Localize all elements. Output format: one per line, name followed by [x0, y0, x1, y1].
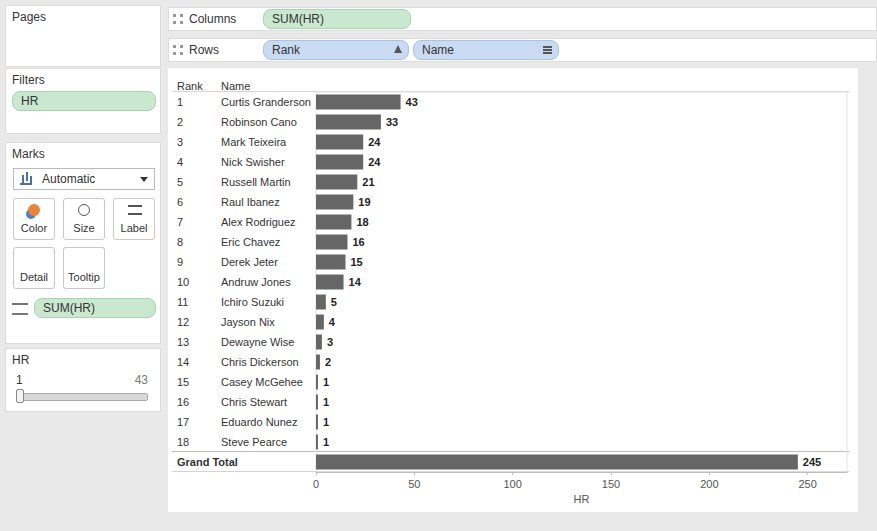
svg-text:Raul Ibanez: Raul Ibanez — [221, 196, 280, 208]
svg-text:18: 18 — [177, 436, 189, 448]
svg-text:9: 9 — [177, 256, 183, 268]
html-text:43: 43 — [134, 373, 148, 387]
svg-text:Russell Martin: Russell Martin — [221, 176, 291, 188]
svg-text:43: 43 — [406, 96, 418, 108]
svg-text:18: 18 — [356, 216, 368, 228]
svg-text:1: 1 — [177, 96, 183, 108]
svg-text:Nick Swisher: Nick Swisher — [221, 156, 285, 168]
svg-text:Derek Jeter: Derek Jeter — [221, 256, 278, 268]
svg-text:Chris Dickerson: Chris Dickerson — [221, 356, 299, 368]
html-text:Label: Label — [120, 222, 148, 234]
html-text:SUM(HR): SUM(HR) — [43, 301, 95, 315]
html-text:Automatic: Automatic — [42, 172, 96, 186]
svg-text:6: 6 — [177, 196, 183, 208]
html-text:HR: HR — [12, 353, 30, 367]
svg-text:21: 21 — [362, 176, 374, 188]
svg-text:4: 4 — [177, 156, 183, 168]
svg-text:Chris Stewart: Chris Stewart — [221, 396, 287, 408]
svg-text:Casey McGehee: Casey McGehee — [221, 376, 303, 388]
svg-text:4: 4 — [329, 316, 336, 328]
svg-text:15: 15 — [177, 376, 189, 388]
svg-text:16: 16 — [177, 396, 189, 408]
svg-text:Ichiro Suzuki: Ichiro Suzuki — [221, 296, 284, 308]
svg-text:12: 12 — [177, 316, 189, 328]
svg-text:8: 8 — [177, 236, 183, 248]
svg-text:17: 17 — [177, 416, 189, 428]
html-text:Tooltip: Tooltip — [68, 271, 100, 283]
html-text:Filters: Filters — [12, 73, 45, 87]
html-text:1: 1 — [16, 373, 23, 387]
html-text:Rows: Rows — [189, 43, 219, 57]
svg-text:5: 5 — [177, 176, 183, 188]
svg-text:24: 24 — [368, 156, 381, 168]
svg-text:50: 50 — [408, 478, 420, 490]
svg-text:200: 200 — [700, 478, 718, 490]
svg-text:7: 7 — [177, 216, 183, 228]
svg-text:HR: HR — [574, 493, 590, 505]
html-text:Rank: Rank — [272, 43, 300, 57]
svg-text:250: 250 — [798, 478, 816, 490]
html-text:Pages: Pages — [12, 10, 46, 24]
svg-text:13: 13 — [177, 336, 189, 348]
html-text:Columns: Columns — [189, 12, 237, 26]
html-text:HR: HR — [21, 94, 39, 108]
svg-text:1: 1 — [323, 436, 329, 448]
html-text:Name: Name — [221, 80, 251, 92]
svg-text:Grand Total: Grand Total — [177, 456, 238, 468]
html-text:Size: Size — [73, 222, 95, 234]
svg-text:Mark Teixeira: Mark Teixeira — [221, 136, 287, 148]
svg-text:1: 1 — [323, 396, 329, 408]
svg-text:100: 100 — [503, 478, 521, 490]
svg-text:Dewayne Wise: Dewayne Wise — [221, 336, 294, 348]
svg-text:Andruw Jones: Andruw Jones — [221, 276, 291, 288]
svg-text:2: 2 — [177, 116, 183, 128]
html-text:Name: Name — [422, 43, 454, 57]
html-text:SUM(HR): SUM(HR) — [272, 12, 324, 26]
svg-text:14: 14 — [349, 276, 362, 288]
svg-text:14: 14 — [177, 356, 189, 368]
svg-text:11: 11 — [177, 296, 188, 308]
svg-text:33: 33 — [386, 116, 398, 128]
svg-text:15: 15 — [351, 256, 363, 268]
svg-text:19: 19 — [358, 196, 370, 208]
svg-text:3: 3 — [177, 136, 183, 148]
svg-text:Alex Rodriguez: Alex Rodriguez — [221, 216, 296, 228]
html-text:Rank: Rank — [177, 80, 203, 92]
svg-text:16: 16 — [352, 236, 364, 248]
html-text:Color: Color — [20, 222, 48, 234]
svg-text:0: 0 — [313, 478, 319, 490]
svg-text:10: 10 — [177, 276, 189, 288]
svg-text:Steve Pearce: Steve Pearce — [221, 436, 287, 448]
svg-text:Jayson Nix: Jayson Nix — [221, 316, 275, 328]
html-text:Marks: Marks — [12, 147, 45, 161]
svg-text:Curtis Granderson: Curtis Granderson — [221, 96, 311, 108]
svg-text:Robinson Cano: Robinson Cano — [221, 116, 297, 128]
svg-text:Eric Chavez: Eric Chavez — [221, 236, 280, 248]
svg-text:3: 3 — [327, 336, 333, 348]
svg-text:150: 150 — [602, 478, 620, 490]
svg-text:245: 245 — [803, 456, 821, 468]
svg-text:5: 5 — [331, 296, 337, 308]
svg-text:2: 2 — [325, 356, 331, 368]
svg-text:1: 1 — [323, 416, 329, 428]
html-text:Detail: Detail — [19, 271, 49, 283]
svg-text:1: 1 — [323, 376, 329, 388]
svg-text:24: 24 — [368, 136, 381, 148]
svg-text:Eduardo Nunez: Eduardo Nunez — [221, 416, 297, 428]
